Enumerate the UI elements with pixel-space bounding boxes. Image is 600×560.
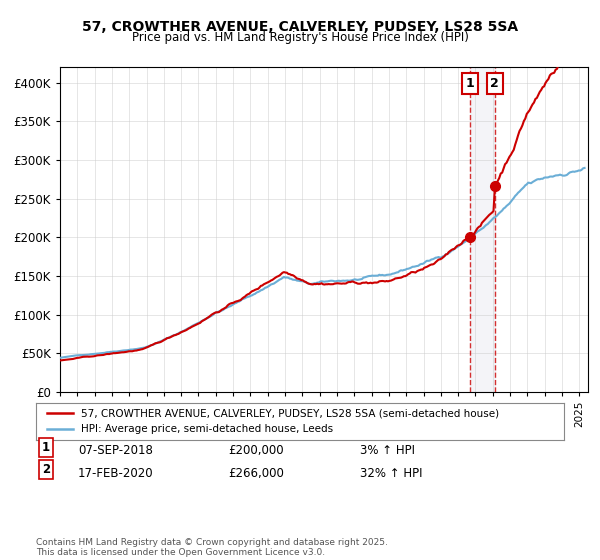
Text: 57, CROWTHER AVENUE, CALVERLEY, PUDSEY, LS28 5SA (semi-detached house): 57, CROWTHER AVENUE, CALVERLEY, PUDSEY, … <box>81 408 499 418</box>
Text: £266,000: £266,000 <box>228 466 284 480</box>
Text: 2: 2 <box>42 463 50 476</box>
Text: 07-SEP-2018: 07-SEP-2018 <box>78 444 153 458</box>
Text: 57, CROWTHER AVENUE, CALVERLEY, PUDSEY, LS28 5SA: 57, CROWTHER AVENUE, CALVERLEY, PUDSEY, … <box>82 20 518 34</box>
Bar <box>470 67 495 392</box>
Text: £200,000: £200,000 <box>228 444 284 458</box>
Text: 32% ↑ HPI: 32% ↑ HPI <box>360 466 422 480</box>
Text: 17-FEB-2020: 17-FEB-2020 <box>78 466 154 480</box>
Text: Price paid vs. HM Land Registry's House Price Index (HPI): Price paid vs. HM Land Registry's House … <box>131 31 469 44</box>
Text: 1: 1 <box>42 441 50 454</box>
Text: HPI: Average price, semi-detached house, Leeds: HPI: Average price, semi-detached house,… <box>81 424 333 435</box>
Text: 1: 1 <box>466 77 474 90</box>
Text: 2: 2 <box>490 77 499 90</box>
Text: Contains HM Land Registry data © Crown copyright and database right 2025.
This d: Contains HM Land Registry data © Crown c… <box>36 538 388 557</box>
Text: 3% ↑ HPI: 3% ↑ HPI <box>360 444 415 458</box>
